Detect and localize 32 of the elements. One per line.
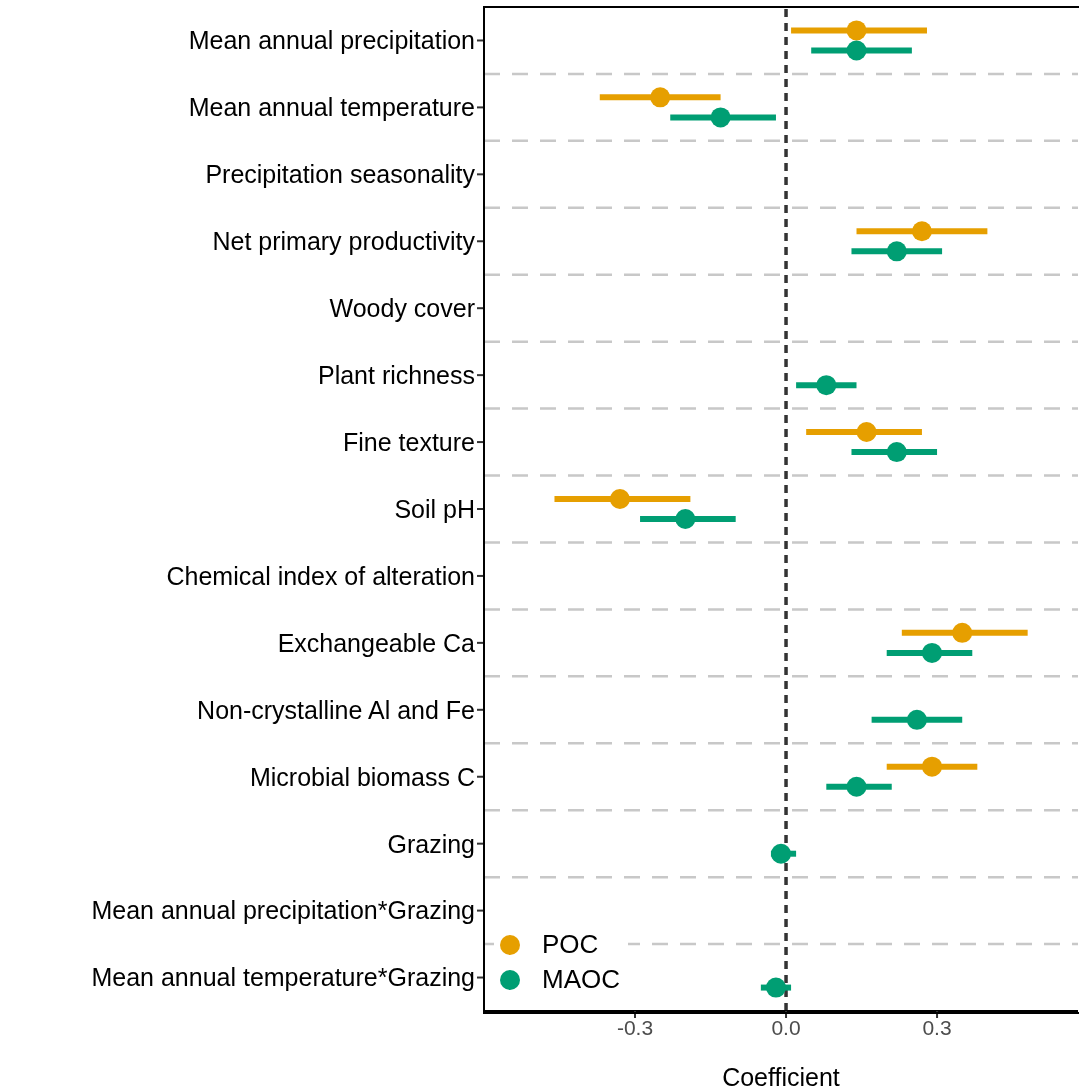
point xyxy=(922,642,943,663)
point xyxy=(846,40,867,61)
point xyxy=(771,843,791,864)
point xyxy=(675,509,696,530)
y-tick-label: Chemical index of alteration xyxy=(166,561,475,590)
point xyxy=(765,977,786,998)
y-tick-label: Grazing xyxy=(387,829,475,858)
legend-label: MAOC xyxy=(542,964,620,995)
point xyxy=(886,442,907,463)
y-tick-label: Mean annual precipitation*Grazing xyxy=(91,896,475,925)
y-tick-label: Mean annual temperature xyxy=(188,93,475,122)
point xyxy=(710,107,731,128)
y-tick-label: Plant richness xyxy=(317,361,475,390)
point xyxy=(886,241,907,262)
point xyxy=(846,776,867,797)
x-axis-title: Coefficient xyxy=(722,1063,840,1088)
y-tick-label: Woody cover xyxy=(329,294,475,323)
y-tick-label: Fine texture xyxy=(342,427,475,456)
point xyxy=(816,375,837,396)
y-tick-label: Mean annual precipitation xyxy=(188,26,475,55)
y-tick-label: Mean annual temperature*Grazing xyxy=(91,963,475,992)
y-tick-label: Soil pH xyxy=(394,494,475,523)
y-tick-label: Precipitation seasonality xyxy=(205,160,476,189)
legend-label: POC xyxy=(542,929,599,960)
x-tick-label: -0.3 xyxy=(616,1015,654,1039)
point xyxy=(906,709,927,730)
y-tick-label: Non-crystalline Al and Fe xyxy=(197,695,475,724)
y-tick-label: Microbial biomass C xyxy=(249,762,475,791)
x-tick-label: 0.0 xyxy=(771,1015,801,1039)
x-tick-label: 0.3 xyxy=(922,1015,952,1039)
y-tick-label: Net primary productivity xyxy=(212,227,476,256)
y-tick-label: Exchangeable Ca xyxy=(277,628,476,657)
